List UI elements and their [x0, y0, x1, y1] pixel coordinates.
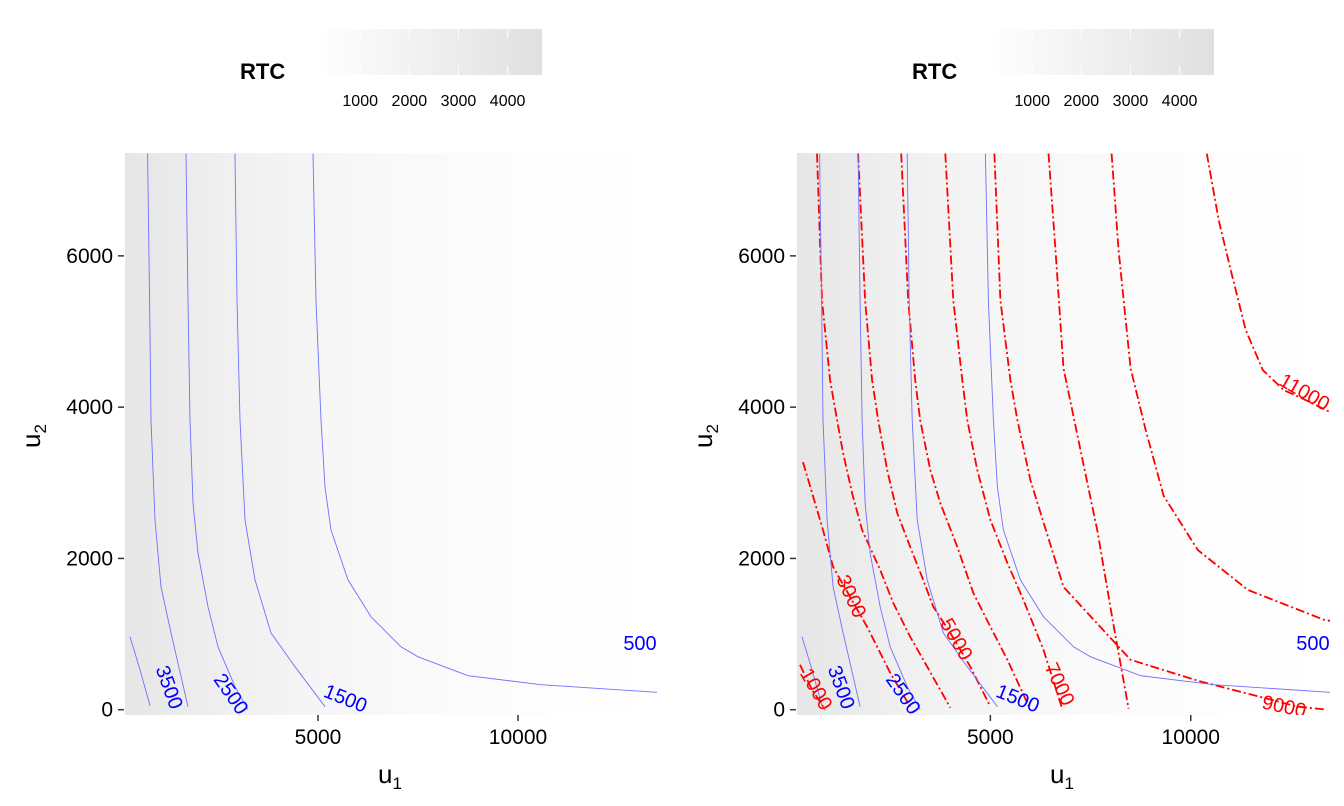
legend-tick-label: 1000 — [342, 93, 378, 110]
legend: RTC 1000 2000 3000 4000 — [912, 29, 1214, 110]
x-tick-label: 5000 — [967, 726, 1014, 749]
x-tick-label: 5000 — [295, 726, 342, 749]
legend-tick-label: 2000 — [1064, 93, 1100, 110]
right-panel: RTC 1000 2000 3000 4000 3500 2500 15005001000… — [688, 29, 1330, 793]
raster-background — [797, 153, 1330, 715]
blue-contour-line — [906, 153, 998, 707]
red-contour-line — [816, 153, 952, 709]
y-tick-label: 4000 — [66, 396, 113, 419]
x-tick-label: 10000 — [1162, 726, 1220, 749]
blue-contour-label: 500 — [1296, 633, 1329, 655]
red-contour-line — [1205, 153, 1330, 413]
blue-contour-line — [984, 153, 1330, 693]
legend-title: RTC — [240, 59, 285, 84]
red-contour-line — [1047, 153, 1130, 709]
blue-contour-line — [857, 153, 921, 710]
y-tick-label: 6000 — [738, 245, 785, 268]
blue-contour-line — [147, 153, 189, 707]
raster-background — [125, 153, 657, 715]
y-axis-title: u2 — [688, 424, 722, 448]
y-tick-label: 4000 — [738, 396, 785, 419]
legend-tick-label: 4000 — [1162, 93, 1198, 110]
y-tick-label: 0 — [773, 699, 785, 722]
blue-contour-line — [185, 153, 249, 710]
y-tick-label: 0 — [101, 699, 113, 722]
red-contour-line — [1110, 153, 1330, 622]
legend: RTC 1000 2000 3000 4000 — [240, 29, 542, 110]
legend-colorbar — [316, 29, 542, 75]
blue-contour-line — [819, 153, 861, 707]
legend-tick-label: 2000 — [392, 93, 428, 110]
blue-contour-line — [801, 636, 823, 706]
red-contour-line — [802, 461, 911, 708]
red-contour-line — [857, 153, 992, 708]
blue-contour-label: 500 — [623, 633, 656, 655]
red-contour-line — [993, 153, 1328, 711]
legend-tick-label: 3000 — [441, 93, 477, 110]
red-contour-line — [900, 153, 1032, 711]
y-tick-label: 6000 — [66, 245, 113, 268]
x-axis-title: u1 — [1050, 759, 1074, 793]
blue-contour-line — [234, 153, 326, 707]
red-contour-label: 9000 — [1260, 692, 1308, 723]
legend-tick-label: 3000 — [1113, 93, 1149, 110]
y-tick-label: 2000 — [66, 547, 113, 570]
legend-tick-label: 4000 — [490, 93, 526, 110]
blue-contour-line — [129, 636, 151, 706]
y-axis-title: u2 — [16, 424, 50, 448]
y-tick-label: 2000 — [738, 547, 785, 570]
blue-contour-line — [312, 153, 657, 693]
x-axis-title: u1 — [378, 759, 402, 793]
x-tick-label: 10000 — [489, 726, 547, 749]
legend-colorbar — [988, 29, 1214, 75]
red-contour-line — [944, 153, 1064, 710]
legend-title: RTC — [912, 59, 957, 84]
legend-tick-label: 1000 — [1014, 93, 1050, 110]
